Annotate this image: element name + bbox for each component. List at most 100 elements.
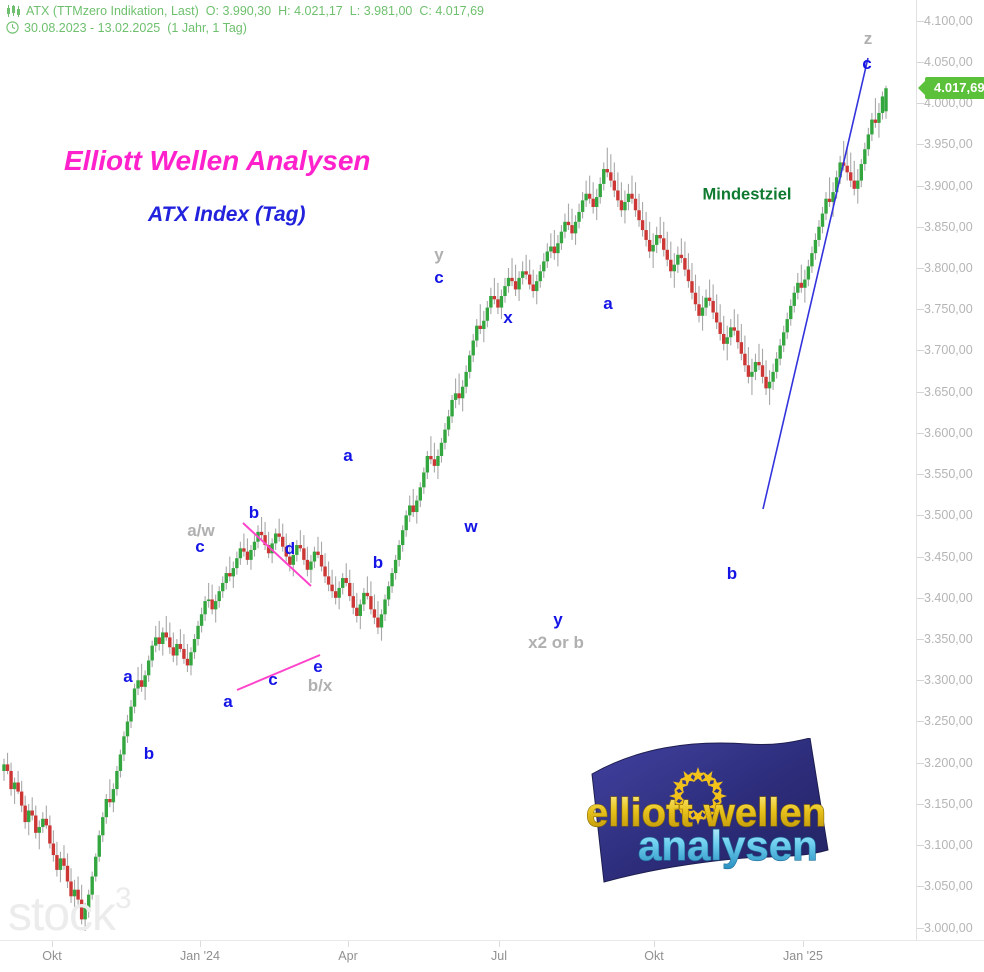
candle-body-up xyxy=(37,827,41,833)
price-tick: –3.100,00 xyxy=(917,838,973,853)
candle-body-down xyxy=(630,193,634,199)
price-tick: –3.150,00 xyxy=(917,796,973,811)
candle-body-down xyxy=(746,365,751,377)
time-tick-mark xyxy=(52,941,53,947)
candle-body-up xyxy=(623,202,627,211)
candle-wick xyxy=(853,160,855,196)
candle-body-down xyxy=(873,119,878,123)
candle-body-up xyxy=(125,721,130,737)
candle-body-down xyxy=(852,180,856,189)
candle-wick xyxy=(850,152,852,188)
candle-wick xyxy=(511,258,513,287)
candle-wick xyxy=(179,629,181,653)
candle-body-down xyxy=(305,559,310,570)
candle-body-down xyxy=(524,271,528,275)
candle-body-down xyxy=(168,637,172,648)
candle-body-up xyxy=(453,393,458,400)
candle-body-up xyxy=(154,637,158,646)
candle-body-down xyxy=(591,198,595,207)
price-tick: –3.600,00 xyxy=(917,425,973,440)
candle-body-up xyxy=(626,193,631,203)
candle-body-down xyxy=(178,643,183,649)
candle-wick xyxy=(278,518,280,542)
candle-body-down xyxy=(277,533,281,537)
time-axis[interactable]: Okt Jan '24 Apr Jul Okt Jan '25 xyxy=(0,940,984,972)
candle-body-up xyxy=(771,371,775,382)
candle-body-up xyxy=(810,253,814,267)
candle-body-down xyxy=(376,617,380,628)
last-price-badge[interactable]: 4.017,69 xyxy=(925,77,984,100)
candle-body-up xyxy=(295,545,299,555)
candle-body-down xyxy=(5,764,10,771)
page-title: Elliott Wellen Analysen xyxy=(64,145,371,176)
candle-body-up xyxy=(803,279,807,288)
candle-body-down xyxy=(34,815,38,833)
candle-body-down xyxy=(619,200,624,211)
interval-label[interactable]: (1 Jahr, 1 Tag) xyxy=(167,21,247,35)
page-subtitle: ATX Index (Tag) xyxy=(148,203,306,226)
candle-body-up xyxy=(217,591,221,602)
magenta-upper[interactable] xyxy=(242,522,312,587)
blue-uptrend[interactable] xyxy=(762,57,869,510)
date-range[interactable]: 30.08.2023 - 13.02.2025 xyxy=(24,21,161,35)
candle-body-up xyxy=(340,578,345,588)
candle-wick xyxy=(567,203,570,231)
candle-body-up xyxy=(41,818,45,828)
candle-body-up xyxy=(471,340,475,356)
candle-body-up xyxy=(189,652,193,666)
wave-label: c xyxy=(268,670,278,689)
wave-label: w xyxy=(464,517,478,536)
candle-body-down xyxy=(139,680,144,687)
candle-body-up xyxy=(884,88,888,112)
candle-body-up xyxy=(700,307,705,316)
candle-body-up xyxy=(175,643,179,656)
wave-label: y xyxy=(434,245,444,264)
candle-body-down xyxy=(369,596,373,610)
time-tick-label: Jul xyxy=(491,949,507,963)
magenta-lower[interactable] xyxy=(236,654,321,691)
wave-label: b xyxy=(143,744,155,763)
candle-body-up xyxy=(577,211,581,222)
candle-body-down xyxy=(605,169,609,173)
candle-body-up xyxy=(545,251,550,262)
wave-label: a xyxy=(223,692,233,711)
candle-body-down xyxy=(316,551,320,555)
candle-body-down xyxy=(711,300,715,313)
price-tick: –3.700,00 xyxy=(917,343,973,358)
candle-body-up xyxy=(468,355,472,372)
wave-label: b xyxy=(372,553,384,572)
instrument-name[interactable]: ATX (TTMzero Indikation, Last) xyxy=(26,4,199,18)
candle-body-up xyxy=(503,286,507,297)
candle-wick xyxy=(268,531,270,559)
price-tick: –3.400,00 xyxy=(917,590,973,605)
price-axis[interactable]: –4.100,00 –4.050,00 –4.000,00 –3.950,00 –3.9… xyxy=(916,0,984,940)
price-tick: –3.300,00 xyxy=(917,673,973,688)
wave-label: x xyxy=(503,308,513,327)
candle-body-up xyxy=(221,582,225,592)
candle-body-up xyxy=(273,533,278,544)
candle-body-up xyxy=(559,231,564,244)
candle-body-up xyxy=(725,337,729,344)
candle-wick xyxy=(553,230,555,260)
price-tick: –3.850,00 xyxy=(917,219,973,234)
candle-body-up xyxy=(83,907,87,920)
candle-wick xyxy=(430,436,432,465)
candle-body-up xyxy=(238,548,243,559)
candle-body-up xyxy=(397,545,401,560)
price-tick: –4.050,00 xyxy=(917,54,973,69)
candle-body-down xyxy=(281,536,285,547)
candle-body-up xyxy=(425,455,430,473)
high-label: H: xyxy=(278,4,291,18)
candle-body-up xyxy=(676,254,680,265)
elliott-wellen-analysen-logo: elliott wellen analysen xyxy=(578,737,846,888)
chart-plot-area[interactable]: Elliott Wellen Analysen ATX Index (Tag) … xyxy=(0,0,916,940)
candle-wick xyxy=(631,175,633,204)
candle-body-up xyxy=(143,675,147,687)
candle-body-down xyxy=(323,566,327,577)
candle-body-up xyxy=(235,558,239,569)
wave-label: d xyxy=(284,539,296,558)
candle-body-up xyxy=(584,193,588,201)
open-label: O: xyxy=(205,4,219,18)
candle-body-down xyxy=(714,312,719,323)
candle-body-down xyxy=(242,548,246,552)
